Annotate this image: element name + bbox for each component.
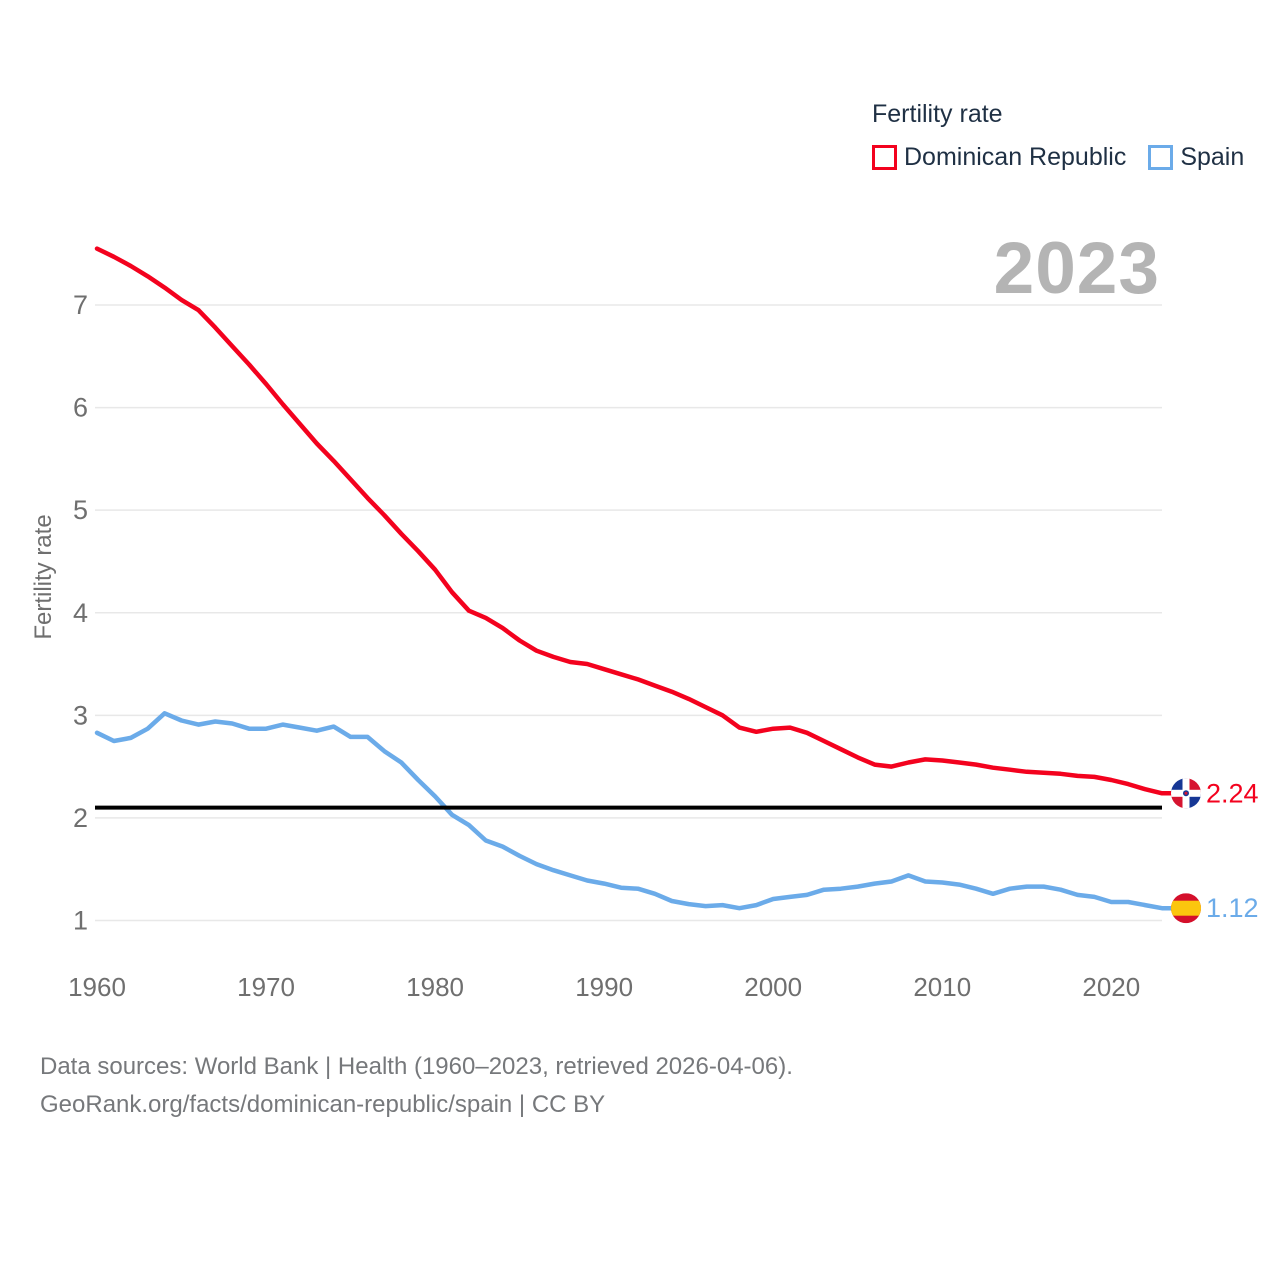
legend-title: Fertility rate	[872, 100, 1003, 128]
footer-sources: Data sources: World Bank | Health (1960–…	[40, 1053, 793, 1080]
year-watermark: 2023	[993, 228, 1160, 309]
series-line-spain	[94, 711, 1175, 911]
x-tick-label-1980: 1980	[406, 972, 464, 1002]
legend-swatch-icon	[872, 145, 897, 170]
legend: Fertility rate Dominican Republic Spain	[872, 100, 1244, 172]
end-value-dominican-republic: 2.24	[1206, 778, 1259, 808]
y-tick-label-2: 2	[73, 803, 88, 833]
x-tick-label-2000: 2000	[744, 972, 802, 1002]
footer: Data sources: World Bank | Health (1960–…	[40, 1048, 793, 1124]
legend-item-label: Spain	[1180, 143, 1245, 171]
legend-item-label: Dominican Republic	[904, 143, 1127, 171]
x-tick-label-1960: 1960	[68, 972, 126, 1002]
x-tick-label-2020: 2020	[1082, 972, 1140, 1002]
legend-item-spain[interactable]: Spain	[1148, 143, 1244, 172]
legend-item-dominican-republic[interactable]: Dominican Republic	[872, 143, 1126, 172]
y-tick-label-4: 4	[73, 598, 88, 628]
y-tick-label-1: 1	[73, 906, 88, 936]
y-tick-label-7: 7	[73, 290, 88, 320]
y-tick-label-3: 3	[73, 700, 88, 730]
x-tick-label-1970: 1970	[237, 972, 295, 1002]
footer-attribution: GeoRank.org/facts/dominican-republic/spa…	[40, 1091, 606, 1118]
y-tick-label-6: 6	[73, 393, 88, 423]
fertility-rate-chart: 1 2 3 4 5 6 7 1960 1970 1980 1990 2000 2010 2020 2.24 1…	[68, 246, 1259, 1002]
legend-items: Dominican Republic Spain	[872, 143, 1244, 172]
dominican-republic-flag-icon	[1171, 778, 1201, 809]
spain-flag-icon	[1171, 893, 1201, 924]
x-tick-label-2010: 2010	[913, 972, 971, 1002]
y-tick-label-5: 5	[73, 495, 88, 525]
x-tick-label-1990: 1990	[575, 972, 633, 1002]
end-value-spain: 1.12	[1206, 893, 1259, 923]
legend-swatch-icon	[1148, 145, 1174, 170]
series-line-dominican-republic	[94, 246, 1175, 796]
